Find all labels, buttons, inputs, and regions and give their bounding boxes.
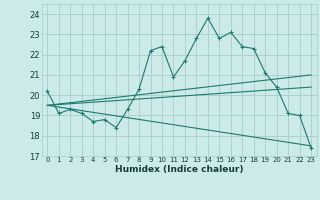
X-axis label: Humidex (Indice chaleur): Humidex (Indice chaleur) bbox=[115, 165, 244, 174]
